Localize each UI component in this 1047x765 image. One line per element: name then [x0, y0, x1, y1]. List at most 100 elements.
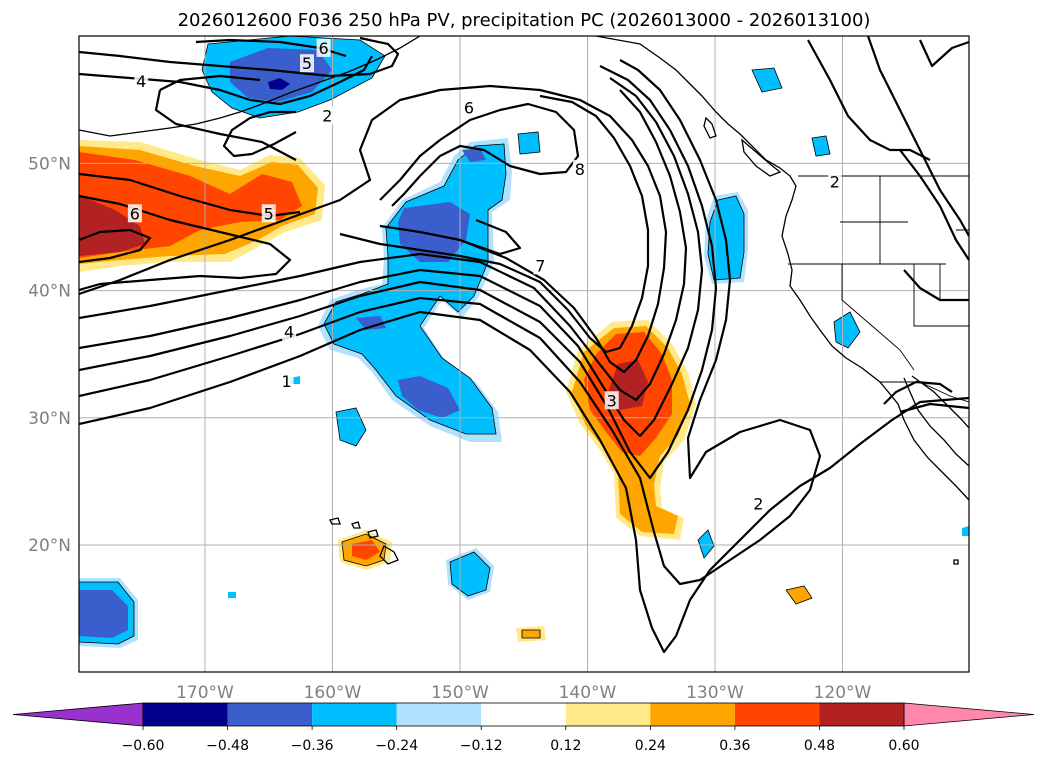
contour-label: 4	[136, 72, 146, 91]
contour-label-bg	[604, 391, 619, 410]
pv-contour-line	[866, 36, 969, 237]
pv-contour-line	[79, 89, 688, 402]
precip-region-negative	[833, 311, 861, 349]
colorbar-tick-label: −0.36	[291, 738, 334, 754]
coastline-gulf	[911, 375, 969, 429]
contour-label-bg	[261, 204, 276, 223]
coastline-alaska	[79, 36, 421, 137]
colorbar-tick-label: 0.48	[804, 738, 835, 754]
political-borders	[788, 175, 969, 403]
colorbar-segment	[481, 703, 566, 726]
y-tick-label: 40°N	[28, 282, 71, 302]
colorbar-segment	[734, 703, 820, 726]
contour-label-bg	[751, 494, 766, 513]
contour-label-bg	[279, 372, 294, 391]
precip-region-positive	[79, 195, 145, 256]
pv-contour-line	[899, 149, 969, 261]
map-frame	[78, 35, 970, 673]
contour-label: 4	[284, 323, 294, 342]
pv-contour-line	[154, 89, 297, 161]
precip-region-positive	[785, 585, 813, 605]
colorbar-segment	[143, 703, 228, 726]
contour-label: 1	[282, 372, 292, 391]
contour-label: 7	[535, 256, 545, 275]
contour-label: 5	[302, 54, 312, 73]
colorbar-segment	[819, 703, 904, 726]
pv-contour-line	[919, 39, 969, 68]
contour-label-bg	[572, 159, 587, 178]
colorbar-tick-label: 0.24	[635, 738, 666, 754]
colorbar-segment	[650, 703, 735, 726]
pv-contour-line	[339, 94, 650, 354]
contour-label-bg	[282, 322, 297, 341]
island-kauai	[329, 517, 341, 525]
colorbar-tick-label: −0.24	[375, 738, 418, 754]
contour-label: 2	[830, 172, 840, 191]
colorbar-extend-low	[12, 702, 144, 727]
x-tick-label: 170°W	[176, 683, 234, 703]
colorbar-tick-label: −0.48	[206, 738, 249, 754]
island-socorro	[953, 559, 959, 565]
x-tick-label: 140°W	[559, 683, 617, 703]
pv-contour-line	[79, 65, 718, 480]
x-tick-label: 150°W	[431, 683, 489, 703]
colorbar: −0.60 −0.48 −0.36 −0.24 −0.12 0.12 0.24 0.36 0.4…	[12, 702, 1035, 754]
contour-label-bg	[320, 106, 335, 125]
precip-region-negative	[79, 590, 128, 638]
contour-label-bg	[300, 54, 314, 73]
precip-region-negative	[228, 592, 236, 598]
precip-region-negative	[811, 135, 831, 157]
island-oahu	[351, 521, 361, 529]
grid-lines	[79, 36, 969, 672]
contour-label: 2	[322, 106, 332, 125]
island-hawaii	[379, 545, 399, 565]
contour-label: 5	[264, 204, 274, 223]
pv-contour-line	[159, 74, 261, 91]
pv-contour-line	[79, 84, 668, 374]
pv-contour-line	[899, 402, 969, 414]
pv-contour-line	[79, 36, 400, 78]
precip-region-negative	[751, 67, 783, 93]
colorbar-segment	[227, 703, 313, 726]
y-tick-label: 20°N	[28, 536, 71, 556]
precip-region-negative	[268, 78, 290, 90]
contour-label: 6	[464, 99, 474, 118]
pv-contour-line	[807, 39, 931, 161]
island-haida-gwaii	[703, 116, 717, 139]
y-tick-label: 30°N	[28, 409, 71, 429]
pv-contour-line	[79, 228, 152, 264]
coastline-north-america	[595, 36, 969, 501]
x-tick-label: 130°W	[686, 683, 744, 703]
contour-label-bg	[134, 71, 149, 90]
precip-region-negative	[398, 202, 470, 262]
contour-label-bg	[461, 98, 476, 117]
y-axis-ticks: 20°N 30°N 40°N 50°N	[28, 154, 71, 556]
colorbar-tick-label: 0.60	[888, 738, 919, 754]
colorbar-outline	[142, 702, 905, 727]
precip-region-negative	[398, 376, 460, 418]
colorbar-segment	[396, 703, 482, 726]
contour-label-bg	[127, 204, 142, 223]
pv-contour-line	[79, 194, 292, 292]
pv-contour-line	[79, 310, 969, 654]
colorbar-extend-high	[903, 702, 1035, 727]
precip-region-positive	[521, 629, 541, 639]
precip-region-negative	[697, 529, 715, 559]
contour-label: 2	[753, 494, 763, 513]
precip-region-negative	[962, 526, 969, 536]
contour-label: 3	[607, 391, 617, 410]
coastline-baja	[903, 377, 969, 467]
pv-contour-line	[459, 218, 522, 256]
y-tick-label: 50°N	[28, 154, 71, 174]
x-axis-ticks: 170°W 160°W 150°W 140°W 130°W 120°W	[176, 683, 871, 703]
colorbar-tick-label: −0.12	[460, 738, 503, 754]
pv-contour-line	[79, 77, 704, 438]
island-maui	[367, 529, 379, 539]
pv-contour-line	[379, 102, 580, 207]
chart-title: 2026012600 F036 250 hPa PV, precipitatio…	[178, 10, 871, 31]
contour-label: 6	[130, 204, 140, 223]
colorbar-tick-label: −0.60	[122, 738, 165, 754]
